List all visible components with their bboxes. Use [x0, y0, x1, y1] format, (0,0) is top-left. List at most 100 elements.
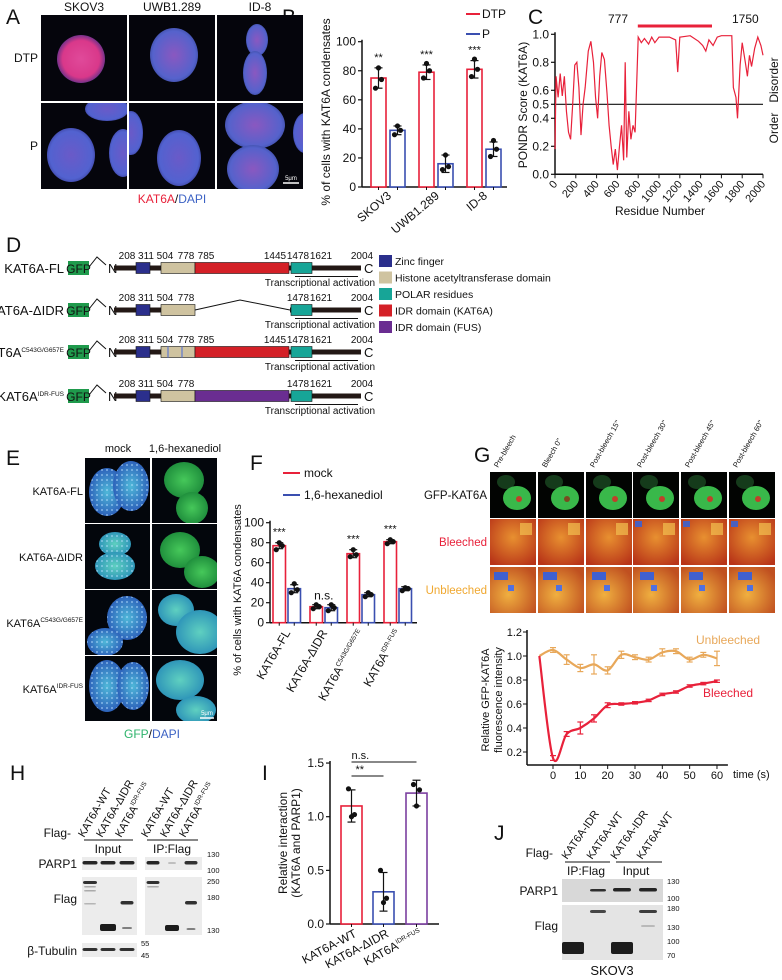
bleeched-heatmap: [729, 519, 775, 565]
data-point: [442, 152, 449, 158]
unbleeched-heatmap: [681, 567, 727, 613]
row-label-GFP-KAT6A: GFP-KAT6A: [424, 490, 487, 502]
cells: [160, 532, 217, 588]
micrograph-P-ID-8: [217, 103, 303, 189]
y-tick-label: 0.5: [532, 97, 549, 111]
low-spot: [738, 572, 752, 580]
timepoint-label: Post-bleech 15'': [588, 418, 623, 469]
data-point: [487, 153, 494, 160]
faint-cell: [497, 475, 515, 489]
x-tick-label: 10: [574, 770, 586, 782]
cells: [87, 596, 147, 655]
idr-domain-fus: [194, 390, 290, 402]
data-point: [474, 66, 481, 72]
panel-label-g: G: [474, 444, 490, 467]
band-parp1: [119, 861, 135, 865]
y-tick-label: 0.8: [507, 675, 522, 687]
zinc-finger-domain: [135, 346, 151, 358]
y-tick-label: 0: [349, 180, 356, 194]
micrograph-KAT6A-FL-mock: [85, 458, 150, 523]
idr-domain-kat6a: [194, 346, 290, 358]
nucleus: [164, 462, 204, 498]
data-point: [413, 803, 420, 809]
panel-i-labels: Relative interaction (KAT6A and PARP1): [276, 788, 303, 898]
cells: [243, 24, 268, 95]
blot-label-flag: Flag: [54, 892, 77, 906]
x-tick-label: 2000: [743, 179, 768, 205]
significance-marker: ***: [384, 524, 398, 536]
nucleus: [109, 129, 127, 177]
label-superscript: IDR-FUS: [38, 391, 65, 398]
mw-marker: 100: [207, 866, 220, 875]
bleach-spot: [707, 496, 713, 502]
micrograph-DTP-UWB1.289: [129, 15, 215, 101]
mw-marker: 130: [207, 926, 220, 935]
residue-number: 1478: [287, 251, 310, 262]
data-point: [471, 56, 478, 62]
bar-1,6-hexanediol: [398, 587, 413, 624]
label-base: KAT6A: [360, 650, 391, 689]
residue-number: 311: [138, 379, 154, 390]
y-axis-label: PONDR Score (KAT6A): [516, 42, 530, 168]
band-parp1: [146, 861, 160, 865]
label-superscript: IDR-FUS: [57, 683, 84, 690]
column-label: UWB1.289: [143, 0, 201, 14]
flag-prefix: Flag-: [526, 846, 553, 860]
bleeched-heatmap: [538, 519, 584, 565]
panel-h-western-blot: Flag- KAT6A-WTKAT6A-ΔIDRKAT6AIDR-FUSKAT6A…: [27, 778, 219, 960]
group-label-ip: IP:Flag: [567, 864, 605, 878]
panel-label-c: C: [528, 6, 543, 29]
x-tick-label: 1000: [639, 179, 664, 205]
band-flag-didr: [100, 924, 116, 931]
backbone: [114, 307, 195, 313]
low-spot: [640, 572, 654, 580]
comparison-label: **: [356, 764, 365, 776]
gfp-tag: [68, 345, 89, 359]
bar-DTP: [370, 77, 387, 188]
blot-label-parp1: PARP1: [520, 884, 559, 898]
data-point: [345, 786, 352, 792]
data-point: [273, 547, 279, 553]
band-parp1: [184, 861, 198, 865]
cell-line-label: SKOV3: [590, 963, 633, 978]
band-flag-idr: [611, 942, 633, 954]
micrograph-P-SKOV3: [41, 103, 127, 189]
panel-c: PONDR Score (KAT6A) Residue Number 777 1…: [516, 12, 781, 218]
n-terminus: N: [108, 261, 117, 276]
linker: [88, 256, 107, 268]
x-tick-label: 1600: [702, 179, 727, 205]
construct-name: KAT6A-FL: [4, 261, 64, 276]
panel-f-chart: 020406080100***KAT6A-FLn.s.KAT6A-ΔIDR***…: [244, 516, 417, 703]
residue-number: 208: [119, 335, 136, 346]
c-terminus: C: [364, 303, 373, 318]
band-parp1: [100, 861, 116, 865]
series-label-unbleeched: Unbleeched: [696, 633, 760, 647]
x-tick-label: UWB1.289: [388, 188, 442, 236]
row-label-Bleeched: Bleeched: [439, 537, 487, 549]
residue-number: 311: [138, 293, 154, 304]
transcriptional-activation-label: Transcriptional activation: [265, 278, 375, 289]
data-point: [378, 76, 385, 83]
hot-spot: [711, 523, 723, 535]
nucleus: [156, 660, 204, 700]
band-tubulin: [82, 948, 98, 951]
data-point: [410, 781, 417, 788]
band-flag-minor: [122, 927, 132, 929]
label-base: KAT6A: [0, 389, 38, 404]
panel-d-legend: Zinc finger Histone acetyltransferase dom…: [379, 255, 551, 334]
gfp-tag-label: GFP: [66, 346, 91, 360]
pondr-line: [554, 34, 764, 171]
residue-number: 311: [138, 335, 154, 346]
data-point: [416, 787, 423, 793]
condensate-puncta: [113, 461, 149, 511]
label-base: KAT6A-FL: [254, 627, 294, 682]
y-tick-label: 1.5: [307, 756, 324, 770]
cells: [89, 660, 149, 712]
y-tick-label: 20: [251, 596, 265, 610]
cells: [47, 103, 127, 182]
column-label: SKOV3: [64, 0, 104, 14]
cells: [156, 660, 216, 721]
residue-number: 311: [138, 251, 154, 262]
row-label: KAT6AIDR-FUS: [23, 683, 84, 696]
